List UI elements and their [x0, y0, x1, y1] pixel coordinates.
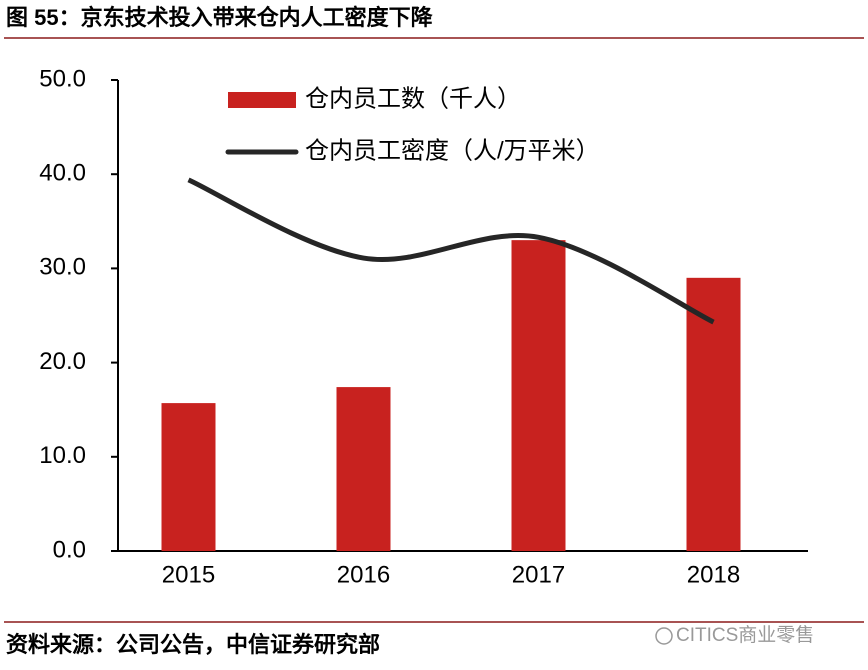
- y-tick-label: 40.0: [39, 160, 86, 187]
- y-tick-label: 0.0: [53, 536, 86, 563]
- legend-label: 仓内员工密度（人/万平米）: [305, 137, 600, 164]
- y-tick-label: 20.0: [39, 348, 86, 375]
- source-note: 资料来源：公司公告，中信证券研究部: [6, 632, 380, 657]
- bar: [161, 403, 216, 551]
- line: [187, 177, 715, 325]
- y-tick-label: 10.0: [39, 442, 86, 469]
- legend-label: 仓内员工数（千人）: [305, 85, 521, 112]
- watermark: CITICS商业零售: [676, 624, 814, 646]
- y-tick-label: 50.0: [39, 65, 86, 92]
- bar: [686, 277, 741, 551]
- x-tick-label: 2017: [512, 561, 565, 588]
- x-tick-label: 2016: [337, 561, 390, 588]
- chart: 0.0 10.0 20.0 30.0 40.0 50.0 2015 2016 2017 2018 仓…: [39, 65, 808, 588]
- y-tick-label: 30.0: [39, 254, 86, 281]
- x-tick-label: 2018: [687, 561, 740, 588]
- bar: [511, 240, 566, 551]
- figure-title: 图 55：京东技术投入带来仓内人工密度下降: [6, 5, 434, 30]
- bar: [336, 387, 391, 551]
- watermark-icon: [655, 627, 673, 645]
- legend-swatch: [228, 92, 296, 108]
- x-tick-label: 2015: [162, 561, 215, 588]
